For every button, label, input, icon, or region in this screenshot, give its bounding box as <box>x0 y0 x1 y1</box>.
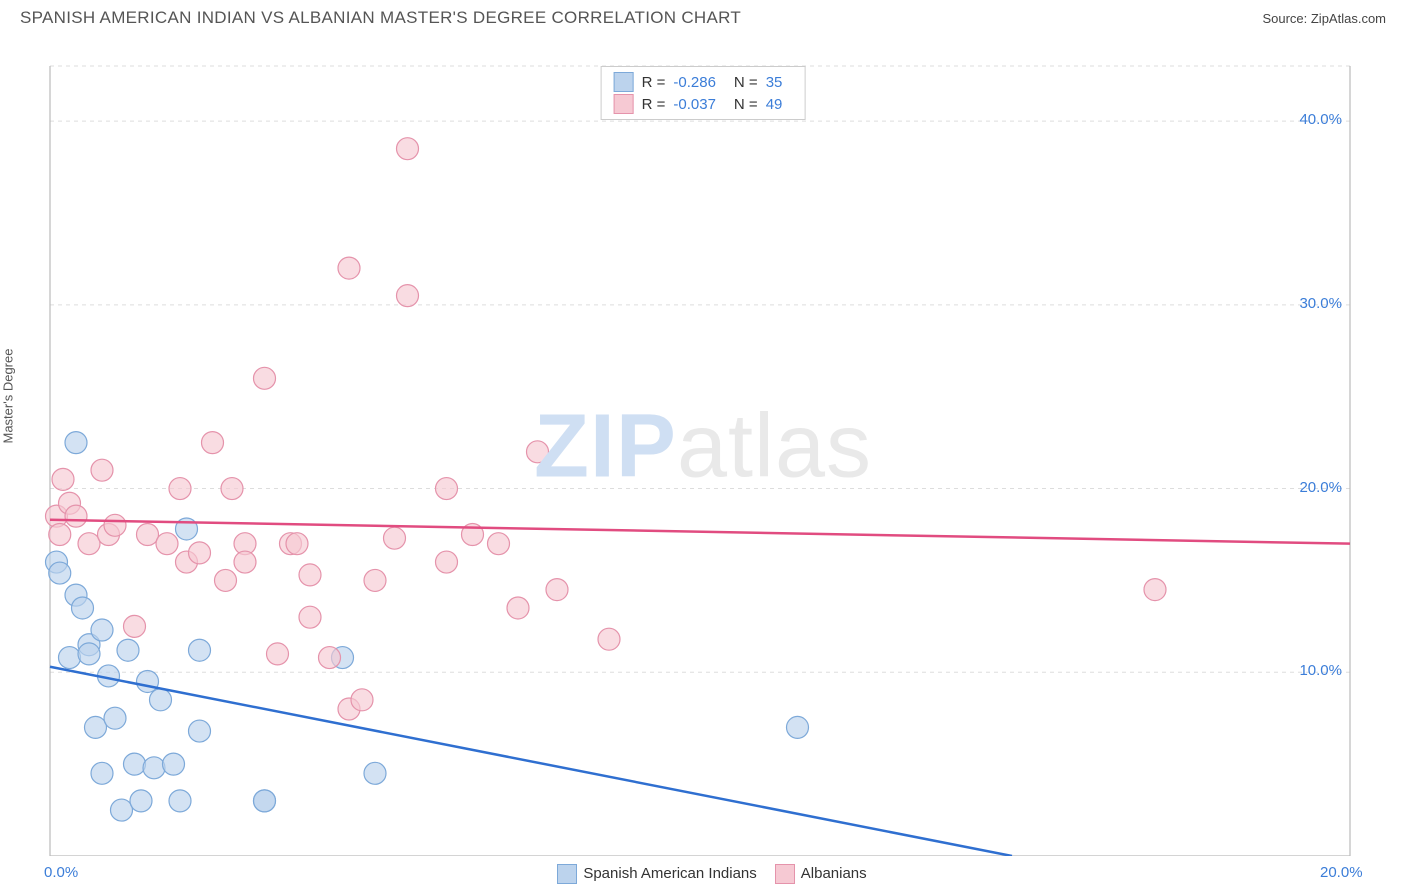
stats-row: R = -0.037 N = 49 <box>614 93 793 115</box>
y-axis-label: Master's Degree <box>1 349 16 444</box>
stat-r-value: -0.037 <box>673 96 716 113</box>
chart-header: SPANISH AMERICAN INDIAN VS ALBANIAN MAST… <box>0 0 1406 32</box>
legend-swatch <box>557 864 577 884</box>
stat-r-value: -0.286 <box>673 74 716 91</box>
legend-swatch <box>775 864 795 884</box>
y-tick-label: 30.0% <box>1299 295 1342 312</box>
series-swatch <box>614 94 634 114</box>
chart-container: Master's Degree ZIPatlas R = -0.286N = 3… <box>0 36 1406 892</box>
stats-row: R = -0.286 N = 35 <box>614 71 793 93</box>
y-tick-label: 10.0% <box>1299 662 1342 679</box>
legend-label: Albanians <box>801 865 867 882</box>
legend-label: Spanish American Indians <box>583 865 756 882</box>
scatter-chart <box>0 36 1406 856</box>
series-swatch <box>614 72 634 92</box>
stat-n-value: 35 <box>766 74 783 91</box>
series-legend: Spanish American Indians Albanians <box>0 864 1406 884</box>
correlation-stats-box: R = -0.286 N = 35 R = -0.037 N = 49 <box>601 66 806 120</box>
chart-source: Source: ZipAtlas.com <box>1262 11 1386 26</box>
stat-r-label: R = <box>642 74 666 91</box>
stat-n-value: 49 <box>766 96 783 113</box>
chart-title: SPANISH AMERICAN INDIAN VS ALBANIAN MAST… <box>20 8 741 28</box>
y-tick-label: 20.0% <box>1299 479 1342 496</box>
stat-n-label: N = <box>734 96 758 113</box>
y-tick-label: 40.0% <box>1299 111 1342 128</box>
stat-n-label: N = <box>734 74 758 91</box>
stat-r-label: R = <box>642 96 666 113</box>
